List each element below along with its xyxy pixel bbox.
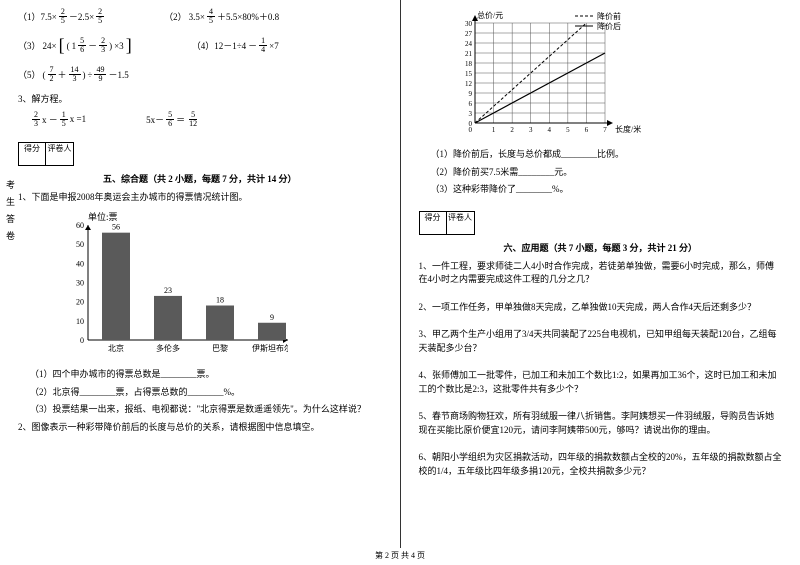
svg-text:降价后: 降价后 xyxy=(597,21,621,31)
svg-text:多伦多: 多伦多 xyxy=(156,343,180,353)
svg-text:9: 9 xyxy=(270,313,274,322)
q5-1a: （1）四个申办城市的得票总数是________票。 xyxy=(30,368,382,382)
svg-text:30: 30 xyxy=(76,279,84,288)
solve-a: 23 x － 15 x =1 xyxy=(32,111,86,128)
svg-text:60: 60 xyxy=(76,221,84,230)
bar-chart: 单位:票 0 10 20 30 40 50 60 56 北京 23 多伦多 18 巴黎 9 伊斯坦布尔 xyxy=(58,210,382,362)
q5-1b: （2）北京得________票，占得票总数的________%。 xyxy=(30,386,382,400)
svg-text:单位:票: 单位:票 xyxy=(88,211,118,222)
svg-text:0: 0 xyxy=(468,126,472,134)
score-box-2: 得分评卷人 xyxy=(419,211,475,235)
svg-text:5: 5 xyxy=(566,126,570,134)
svg-text:18: 18 xyxy=(216,296,224,305)
solve-b: 5x－ 56 ＝ 512 xyxy=(146,111,199,128)
svg-text:40: 40 xyxy=(76,259,84,268)
q6-2: 2、一项工作任务，甲单独做8天完成，乙单独做10天完成，两人合作4天后还剩多少？ xyxy=(419,301,783,315)
q6-4: 4、张师傅加工一批零件，已加工和未加工个数比1:2，如果再加工36个，这时已加工… xyxy=(419,369,783,396)
eq-2: （2） 3.5× 45 ＋5.5×80%＋0.8 xyxy=(164,8,279,25)
q5-2: 2、图像表示一种彩带降价前后的长度与总价的关系，请根据图中信息填空。 xyxy=(18,421,382,435)
page-footer: 第 2 页 共 4 页 xyxy=(0,550,800,561)
section-6-title: 六、应用题（共 7 小题，每题 3 分，共计 21 分） xyxy=(419,241,783,256)
r3: （3）这种彩带降价了________%。 xyxy=(431,183,783,197)
svg-text:7: 7 xyxy=(603,126,607,134)
svg-text:3: 3 xyxy=(528,126,532,134)
svg-text:56: 56 xyxy=(112,223,120,232)
q6-3: 3、甲乙两个生产小组用了3/4天共同装配了225台电视机，已知甲组每天装配120… xyxy=(419,328,783,355)
eq-5: （5）( 72 ＋ 143) ÷ 499 －1.5 xyxy=(18,66,129,83)
svg-text:降价前: 降价前 xyxy=(597,11,621,21)
svg-text:10: 10 xyxy=(76,317,84,326)
svg-text:巴黎: 巴黎 xyxy=(212,343,228,353)
svg-text:27: 27 xyxy=(465,30,473,38)
svg-text:21: 21 xyxy=(465,50,473,58)
binding-label: 考生答卷 xyxy=(4,180,17,248)
line-chart: 12345670369121518212427300总价/元长度/米降价前降价后 xyxy=(449,8,783,140)
eq-3: （3） 24× [(1 56 － 23) ×3] xyxy=(18,35,132,56)
svg-text:总价/元: 总价/元 xyxy=(477,10,503,20)
svg-text:0: 0 xyxy=(80,336,84,345)
svg-text:20: 20 xyxy=(76,298,84,307)
svg-text:6: 6 xyxy=(584,126,588,134)
svg-text:50: 50 xyxy=(76,240,84,249)
svg-text:3: 3 xyxy=(468,110,472,118)
score-box: 得分评卷人 xyxy=(18,142,74,166)
q6-6: 6、朝阳小学组织为灾区捐款活动，四年级的捐款数额占全校的20%，五年级的捐款数额… xyxy=(419,451,783,478)
svg-text:24: 24 xyxy=(465,40,473,48)
q5-1c: （3）投票结果一出来，报纸、电视都说："北京得票是数遥遥领先"。为什么这样说？ xyxy=(30,403,382,417)
svg-text:23: 23 xyxy=(164,286,172,295)
r1: （1）降价前后，长度与总价都成________比例。 xyxy=(431,148,783,162)
q6-1: 1、一件工程，要求师徒二人4小时合作完成，若徒弟单独做，需要6小时完成，那么，师… xyxy=(419,260,783,287)
svg-text:30: 30 xyxy=(465,20,473,28)
svg-text:4: 4 xyxy=(547,126,551,134)
svg-text:北京: 北京 xyxy=(108,343,124,353)
eq-4: （4）12－1÷4 － 14 ×7 xyxy=(192,37,279,54)
svg-text:12: 12 xyxy=(465,80,473,88)
svg-text:15: 15 xyxy=(465,70,473,78)
r2: （2）降价前买7.5米需________元。 xyxy=(431,166,783,180)
svg-text:长度/米: 长度/米 xyxy=(615,124,641,134)
svg-text:1: 1 xyxy=(491,126,495,134)
q3-label: 3、解方程。 xyxy=(18,93,382,107)
svg-text:18: 18 xyxy=(465,60,473,68)
eq-1: （1）7.5× 25 －2.5× 25 xyxy=(18,8,104,25)
svg-text:伊斯坦布尔: 伊斯坦布尔 xyxy=(252,343,288,353)
svg-text:2: 2 xyxy=(510,126,514,134)
section-5-title: 五、综合题（共 2 小题，每题 7 分，共计 14 分） xyxy=(18,172,382,187)
q6-5: 5、春节商场购物狂欢，所有羽绒服一律八折销售。李阿姨想买一件羽绒服，导购员告诉她… xyxy=(419,410,783,437)
svg-text:6: 6 xyxy=(468,100,472,108)
svg-text:9: 9 xyxy=(468,90,472,98)
q5-1: 1、下面是申报2008年奥运会主办城市的得票情况统计图。 xyxy=(18,191,382,205)
